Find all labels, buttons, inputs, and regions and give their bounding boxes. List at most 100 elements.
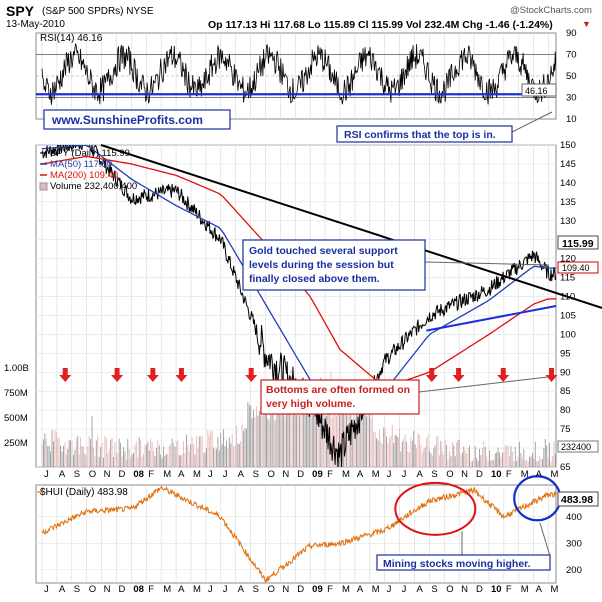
- price-y-tick-label: 120: [560, 254, 576, 265]
- rsi-callout: RSI confirms that the top is in.: [344, 129, 496, 141]
- volume-bar: [105, 438, 107, 467]
- volume-bar: [58, 437, 60, 467]
- volume-bar: [117, 453, 119, 467]
- volume-bar: [151, 441, 153, 467]
- price-x-tick-label: F: [506, 469, 512, 480]
- volume-bar: [440, 440, 442, 467]
- rsi-callout-box: [336, 125, 513, 143]
- hui-red-circle: [394, 481, 477, 536]
- hui-x-tick-label: 09: [312, 584, 323, 595]
- volume-bar: [113, 457, 114, 467]
- volume-bar: [214, 449, 216, 467]
- volume-bar: [60, 445, 62, 467]
- volume-bar: [108, 449, 110, 467]
- volume-bar: [277, 413, 279, 467]
- volume-bar: [81, 446, 83, 467]
- volume-bar: [133, 453, 134, 467]
- volume-bar: [64, 442, 66, 467]
- support-trendline: [426, 305, 557, 332]
- volume-bar: [84, 453, 86, 467]
- price-x-tick-label: N: [104, 469, 111, 480]
- price-x-tick-label: D: [118, 469, 125, 480]
- volume-bar: [141, 456, 143, 467]
- volume-bar: [218, 450, 220, 467]
- volume-bar: [225, 440, 227, 467]
- volume-bar: [484, 446, 486, 467]
- volume-bar: [284, 416, 286, 467]
- hui-callout: Mining stocks moving higher.: [383, 558, 531, 570]
- volume-bar: [311, 404, 313, 467]
- support-callout: Gold touched several support levels durin…: [249, 245, 398, 285]
- volume-bar: [195, 436, 197, 467]
- volume-bar: [534, 441, 536, 467]
- volume-bar: [493, 460, 495, 467]
- price-x-tick-label: M: [521, 469, 529, 480]
- volume-bar: [476, 457, 478, 467]
- legend-ma50: MA(50) 117.50: [50, 159, 112, 170]
- volume-bar: [121, 456, 123, 467]
- price-x-tick-label: D: [476, 469, 483, 480]
- volume-bar: [441, 451, 443, 467]
- volume-bar: [267, 418, 269, 467]
- volume-bar: [181, 454, 183, 467]
- axis-ticks: JJAASSOONNDD0808FFMMAAMMJJJJAASSOONNDD09…: [4, 28, 582, 595]
- volume-bar: [88, 435, 90, 467]
- volume-bar: [307, 409, 309, 467]
- volume-bar: [417, 433, 419, 467]
- volume-bar: [386, 436, 388, 467]
- volume-bar: [210, 431, 212, 467]
- hui-y-tick-label: 300: [566, 538, 582, 549]
- hui-x-tick-label: J: [402, 584, 407, 595]
- rsi-y-tick-label: 70: [566, 50, 577, 61]
- hui-x-tick-label: O: [267, 584, 274, 595]
- volume-spike-arrow: [452, 368, 465, 382]
- volume-bar: [85, 456, 87, 467]
- volume-bar: [533, 458, 535, 467]
- price-x-tick-label: A: [416, 469, 423, 480]
- volume-bar: [314, 407, 316, 467]
- volume-bar: [273, 399, 275, 467]
- volume-bar: [464, 450, 466, 467]
- hui-x-tick-label: D: [476, 584, 483, 595]
- close-badge-text: 115.99: [562, 238, 594, 250]
- volume-bar: [401, 441, 403, 467]
- volume-bar: [370, 418, 372, 467]
- volume-bar: [516, 461, 518, 467]
- volume-bar: [334, 399, 336, 467]
- volume-bar: [394, 434, 396, 467]
- volume-bar: [167, 453, 169, 467]
- volume-bar: [411, 440, 413, 467]
- volume-bar: [507, 445, 509, 467]
- volume-bar: [459, 439, 460, 467]
- volume-bar: [298, 415, 300, 467]
- price-x-tick-label: F: [327, 469, 333, 480]
- volume-bar: [356, 413, 357, 467]
- hui-x-tick-label: N: [104, 584, 111, 595]
- volume-bar: [223, 429, 225, 467]
- volume-bar: [447, 459, 449, 467]
- volume-bar: [473, 459, 475, 467]
- support-pointer-line: [424, 261, 549, 266]
- volume-bar: [541, 459, 543, 467]
- volume-bar: [501, 452, 503, 467]
- volume-bar: [171, 438, 173, 467]
- volume-bar: [98, 456, 100, 467]
- volume-bar: [510, 446, 512, 467]
- volume-bar: [499, 452, 500, 467]
- header-quote: Op 117.13 Hi 117.68 Lo 115.89 Cl 115.99 …: [208, 19, 553, 31]
- volume-bar: [125, 459, 127, 467]
- volume-y-tick-label: 500M: [4, 413, 28, 424]
- volume-bar: [287, 400, 289, 467]
- header-name: (S&P 500 SPDRs) NYSE: [42, 6, 154, 17]
- volume-bar: [454, 456, 456, 467]
- volume-bar: [514, 446, 516, 467]
- volume-bar: [185, 434, 187, 467]
- volume-bar: [75, 438, 77, 467]
- volume-bar: [466, 453, 468, 467]
- watermark: @StockCharts.com: [510, 5, 592, 16]
- volume-bar: [235, 425, 237, 467]
- volume-bar: [243, 430, 245, 467]
- volume-bar: [374, 431, 376, 467]
- volume-bar: [477, 461, 479, 467]
